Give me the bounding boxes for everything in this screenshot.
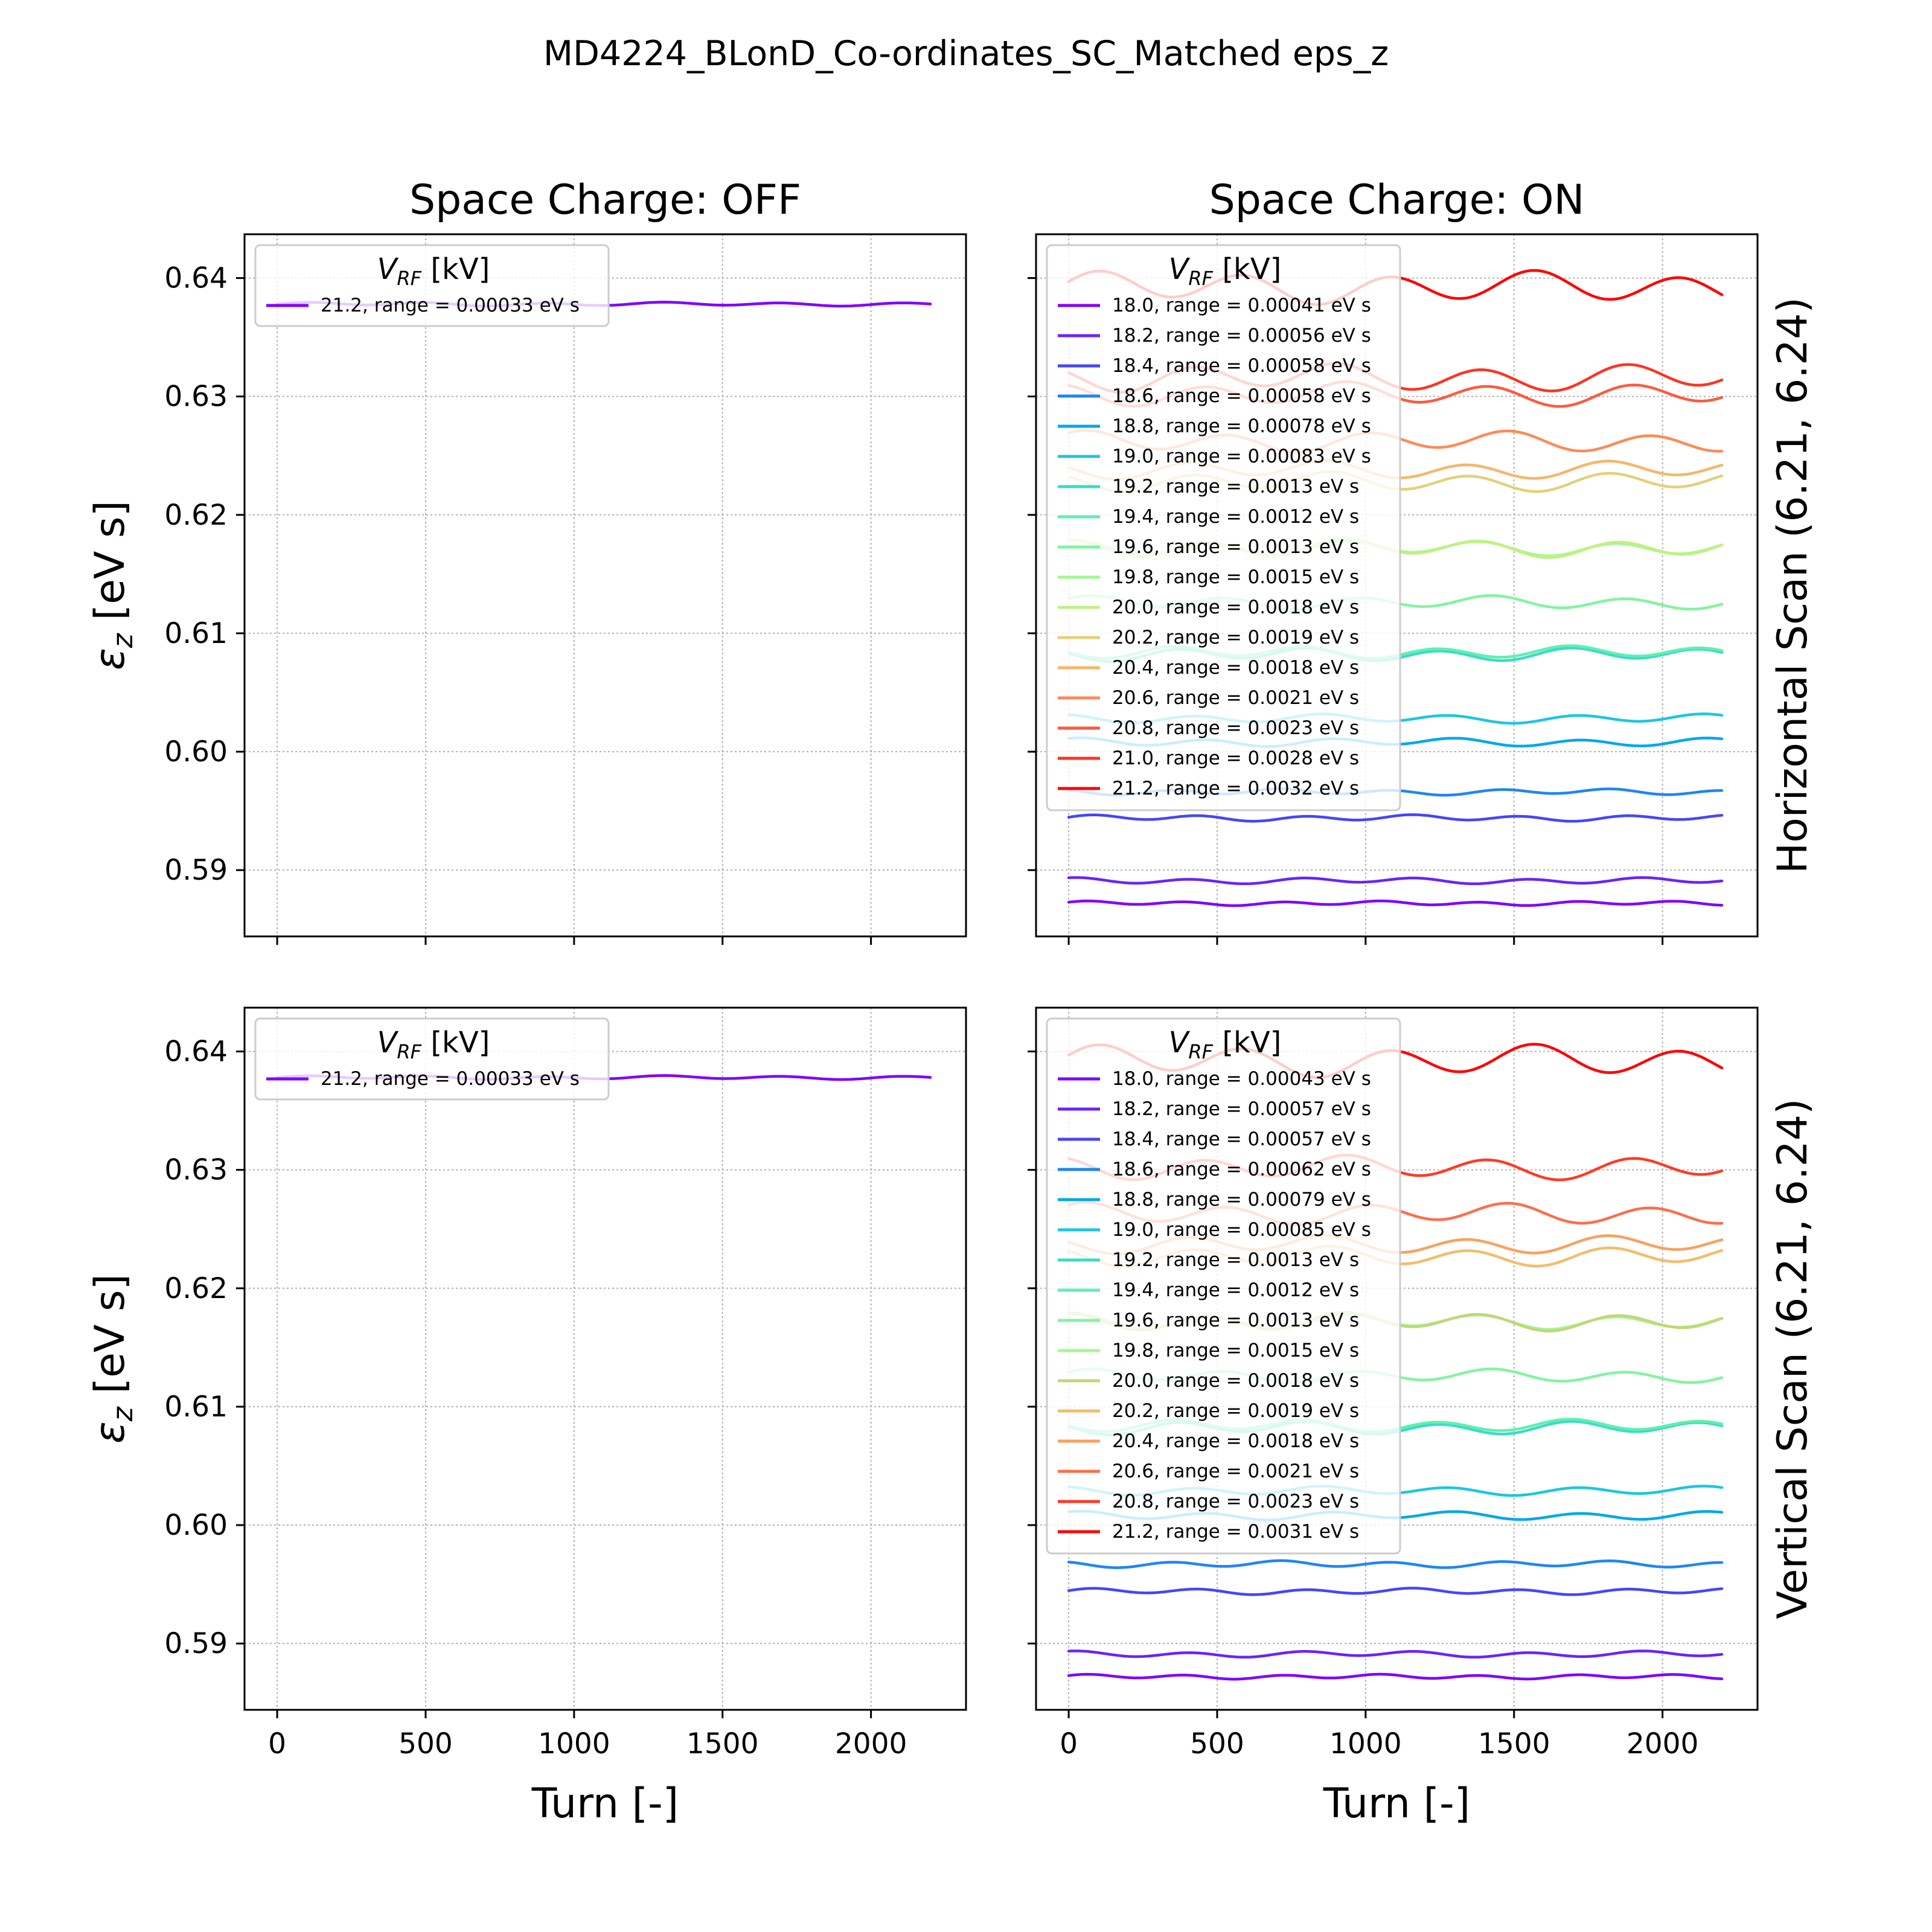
y-tick-label: 0.60 bbox=[164, 1509, 228, 1542]
legend-entry: 20.2, range = 0.0019 eV s bbox=[1112, 1400, 1359, 1422]
panel-sc-on-vertical: 0 500 1000 1500 2000 Turn [-] VRF [kV] 18.0, ra… bbox=[1028, 1006, 1759, 1828]
legend-box bbox=[1046, 244, 1401, 811]
legend-box bbox=[254, 244, 610, 327]
legend-entry: 21.2, range = 0.0031 eV s bbox=[1112, 1521, 1359, 1543]
series-line bbox=[1067, 899, 1724, 907]
legend-entry: 20.4, range = 0.0018 eV s bbox=[1112, 657, 1359, 679]
y-tick-label: 0.62 bbox=[164, 1272, 228, 1305]
x-tick-label: 0 bbox=[1060, 1727, 1078, 1761]
legend-entry: 19.8, range = 0.0015 eV s bbox=[1112, 1340, 1359, 1361]
legend-box bbox=[254, 1017, 610, 1101]
axes-frame bbox=[1035, 1006, 1759, 1711]
axes-frame bbox=[243, 1006, 967, 1711]
panel-sc-off-vertical: 0 500 1000 1500 2000 0.59 0.60 0.61 0.62 0.63 0.64… bbox=[86, 1006, 967, 1828]
y-tick-label: 0.64 bbox=[164, 1035, 228, 1069]
y-tick-label: 0.61 bbox=[164, 1390, 228, 1424]
series-line bbox=[1067, 813, 1724, 823]
legend-box bbox=[1046, 1017, 1401, 1555]
series-line bbox=[1067, 1587, 1724, 1596]
legend-entry: 20.0, range = 0.0018 eV s bbox=[1112, 1370, 1359, 1392]
y-tick-label: 0.63 bbox=[164, 1154, 228, 1187]
x-tick-label: 1000 bbox=[1329, 1727, 1402, 1761]
panel-title: Space Charge: OFF bbox=[409, 176, 801, 224]
legend-entry: 20.6, range = 0.0021 eV s bbox=[1112, 687, 1359, 709]
legend-entry: 19.2, range = 0.0013 eV s bbox=[1112, 476, 1359, 497]
legend-entry: 18.2, range = 0.00056 eV s bbox=[1112, 325, 1371, 347]
legend-entry: 20.4, range = 0.0018 eV s bbox=[1112, 1430, 1359, 1452]
series-line bbox=[1067, 1559, 1724, 1569]
legend-entry: 19.8, range = 0.0015 eV s bbox=[1112, 566, 1359, 588]
row-label-vertical-scan: Vertical Scan (6.21, 6.24) bbox=[1769, 1098, 1817, 1619]
x-axis-label: Turn [-] bbox=[1323, 1780, 1470, 1828]
legend-entry: 18.0, range = 0.00041 eV s bbox=[1112, 295, 1371, 316]
x-tick-label: 1000 bbox=[538, 1727, 610, 1761]
axes-frame bbox=[1035, 233, 1759, 938]
legend-entry: 18.6, range = 0.00062 eV s bbox=[1112, 1159, 1371, 1180]
legend-title: VRF [kV] bbox=[377, 1026, 490, 1063]
y-axis-label: εz [eV s] bbox=[86, 1274, 139, 1444]
legend: VRF [kV] 18.0, range = 0.00043 eV s 18.2, … bbox=[1046, 1017, 1401, 1555]
legend-entry: 19.0, range = 0.00085 eV s bbox=[1112, 1219, 1371, 1241]
legend: VRF [kV] 18.0, range = 0.00041 eV s 18.2, … bbox=[1046, 244, 1401, 811]
y-tick-label: 0.59 bbox=[164, 1627, 228, 1660]
panel-title: Space Charge: ON bbox=[1209, 176, 1585, 224]
x-axis-label: Turn [-] bbox=[531, 1780, 679, 1828]
legend-entry: 18.2, range = 0.00057 eV s bbox=[1112, 1098, 1371, 1120]
x-tick-label: 0 bbox=[268, 1727, 286, 1761]
axes-frame bbox=[243, 233, 967, 938]
legend-entry: 21.2, range = 0.00033 eV s bbox=[321, 295, 580, 316]
legend-title: VRF [kV] bbox=[1169, 252, 1282, 290]
legend-entry: 20.8, range = 0.0023 eV s bbox=[1112, 1491, 1359, 1512]
series-line bbox=[1067, 1672, 1724, 1681]
y-tick-label: 0.59 bbox=[164, 854, 228, 887]
row-label-horizontal-scan: Horizontal Scan (6.21, 6.24) bbox=[1769, 297, 1817, 874]
y-tick-label: 0.63 bbox=[164, 380, 228, 414]
x-tick-label: 1500 bbox=[686, 1727, 759, 1761]
legend-entry: 21.2, range = 0.0032 eV s bbox=[1112, 778, 1359, 799]
legend-entry: 19.4, range = 0.0012 eV s bbox=[1112, 506, 1359, 528]
legend-entry: 21.0, range = 0.0028 eV s bbox=[1112, 747, 1359, 769]
figure-title: MD4224_BLonD_Co-ordinates_SC_Matched eps… bbox=[543, 34, 1389, 74]
legend: VRF [kV] 21.2, range = 0.00033 eV s bbox=[254, 1017, 610, 1101]
legend-entry: 19.6, range = 0.0013 eV s bbox=[1112, 1310, 1359, 1331]
legend: VRF [kV] 21.2, range = 0.00033 eV s bbox=[254, 244, 610, 327]
x-tick-label: 1500 bbox=[1478, 1727, 1550, 1761]
y-axis-label: εz [eV s] bbox=[86, 501, 139, 670]
legend-entry: 18.8, range = 0.00078 eV s bbox=[1112, 415, 1371, 437]
y-tick-label: 0.61 bbox=[164, 617, 228, 650]
legend-entry: 18.0, range = 0.00043 eV s bbox=[1112, 1068, 1371, 1090]
legend-title: VRF [kV] bbox=[1169, 1026, 1282, 1063]
series-line bbox=[1067, 1649, 1724, 1659]
legend-entry: 18.4, range = 0.00058 eV s bbox=[1112, 355, 1371, 377]
legend-entry: 18.4, range = 0.00057 eV s bbox=[1112, 1128, 1371, 1150]
y-tick-label: 0.60 bbox=[164, 735, 228, 769]
y-tick-label: 0.64 bbox=[164, 262, 228, 295]
legend-entry: 18.8, range = 0.00079 eV s bbox=[1112, 1189, 1371, 1211]
legend-entry: 19.2, range = 0.0013 eV s bbox=[1112, 1249, 1359, 1271]
legend-entry: 19.6, range = 0.0013 eV s bbox=[1112, 536, 1359, 558]
legend-entry: 19.4, range = 0.0012 eV s bbox=[1112, 1279, 1359, 1301]
panel-sc-off-horizontal: 0.59 0.60 0.61 0.62 0.63 0.64 Space Charge: OF… bbox=[86, 176, 967, 945]
legend-entry: 21.2, range = 0.00033 eV s bbox=[321, 1068, 580, 1090]
x-tick-label: 2000 bbox=[1627, 1727, 1699, 1761]
series-line bbox=[1067, 876, 1724, 886]
panel-sc-on-horizontal: Space Charge: ON VRF [kV] 18.0, range = 0.… bbox=[1028, 176, 1759, 945]
legend-entry: 20.2, range = 0.0019 eV s bbox=[1112, 627, 1359, 648]
legend-entry: 18.6, range = 0.00058 eV s bbox=[1112, 385, 1371, 407]
x-tick-label: 500 bbox=[398, 1727, 453, 1761]
legend-entry: 20.8, range = 0.0023 eV s bbox=[1112, 717, 1359, 739]
legend-entry: 20.0, range = 0.0018 eV s bbox=[1112, 597, 1359, 618]
legend-entry: 20.6, range = 0.0021 eV s bbox=[1112, 1460, 1359, 1482]
x-tick-label: 2000 bbox=[835, 1727, 907, 1761]
legend-entry: 19.0, range = 0.00083 eV s bbox=[1112, 446, 1371, 467]
y-tick-label: 0.62 bbox=[164, 499, 228, 532]
x-tick-label: 500 bbox=[1190, 1727, 1244, 1761]
legend-title: VRF [kV] bbox=[377, 252, 490, 290]
